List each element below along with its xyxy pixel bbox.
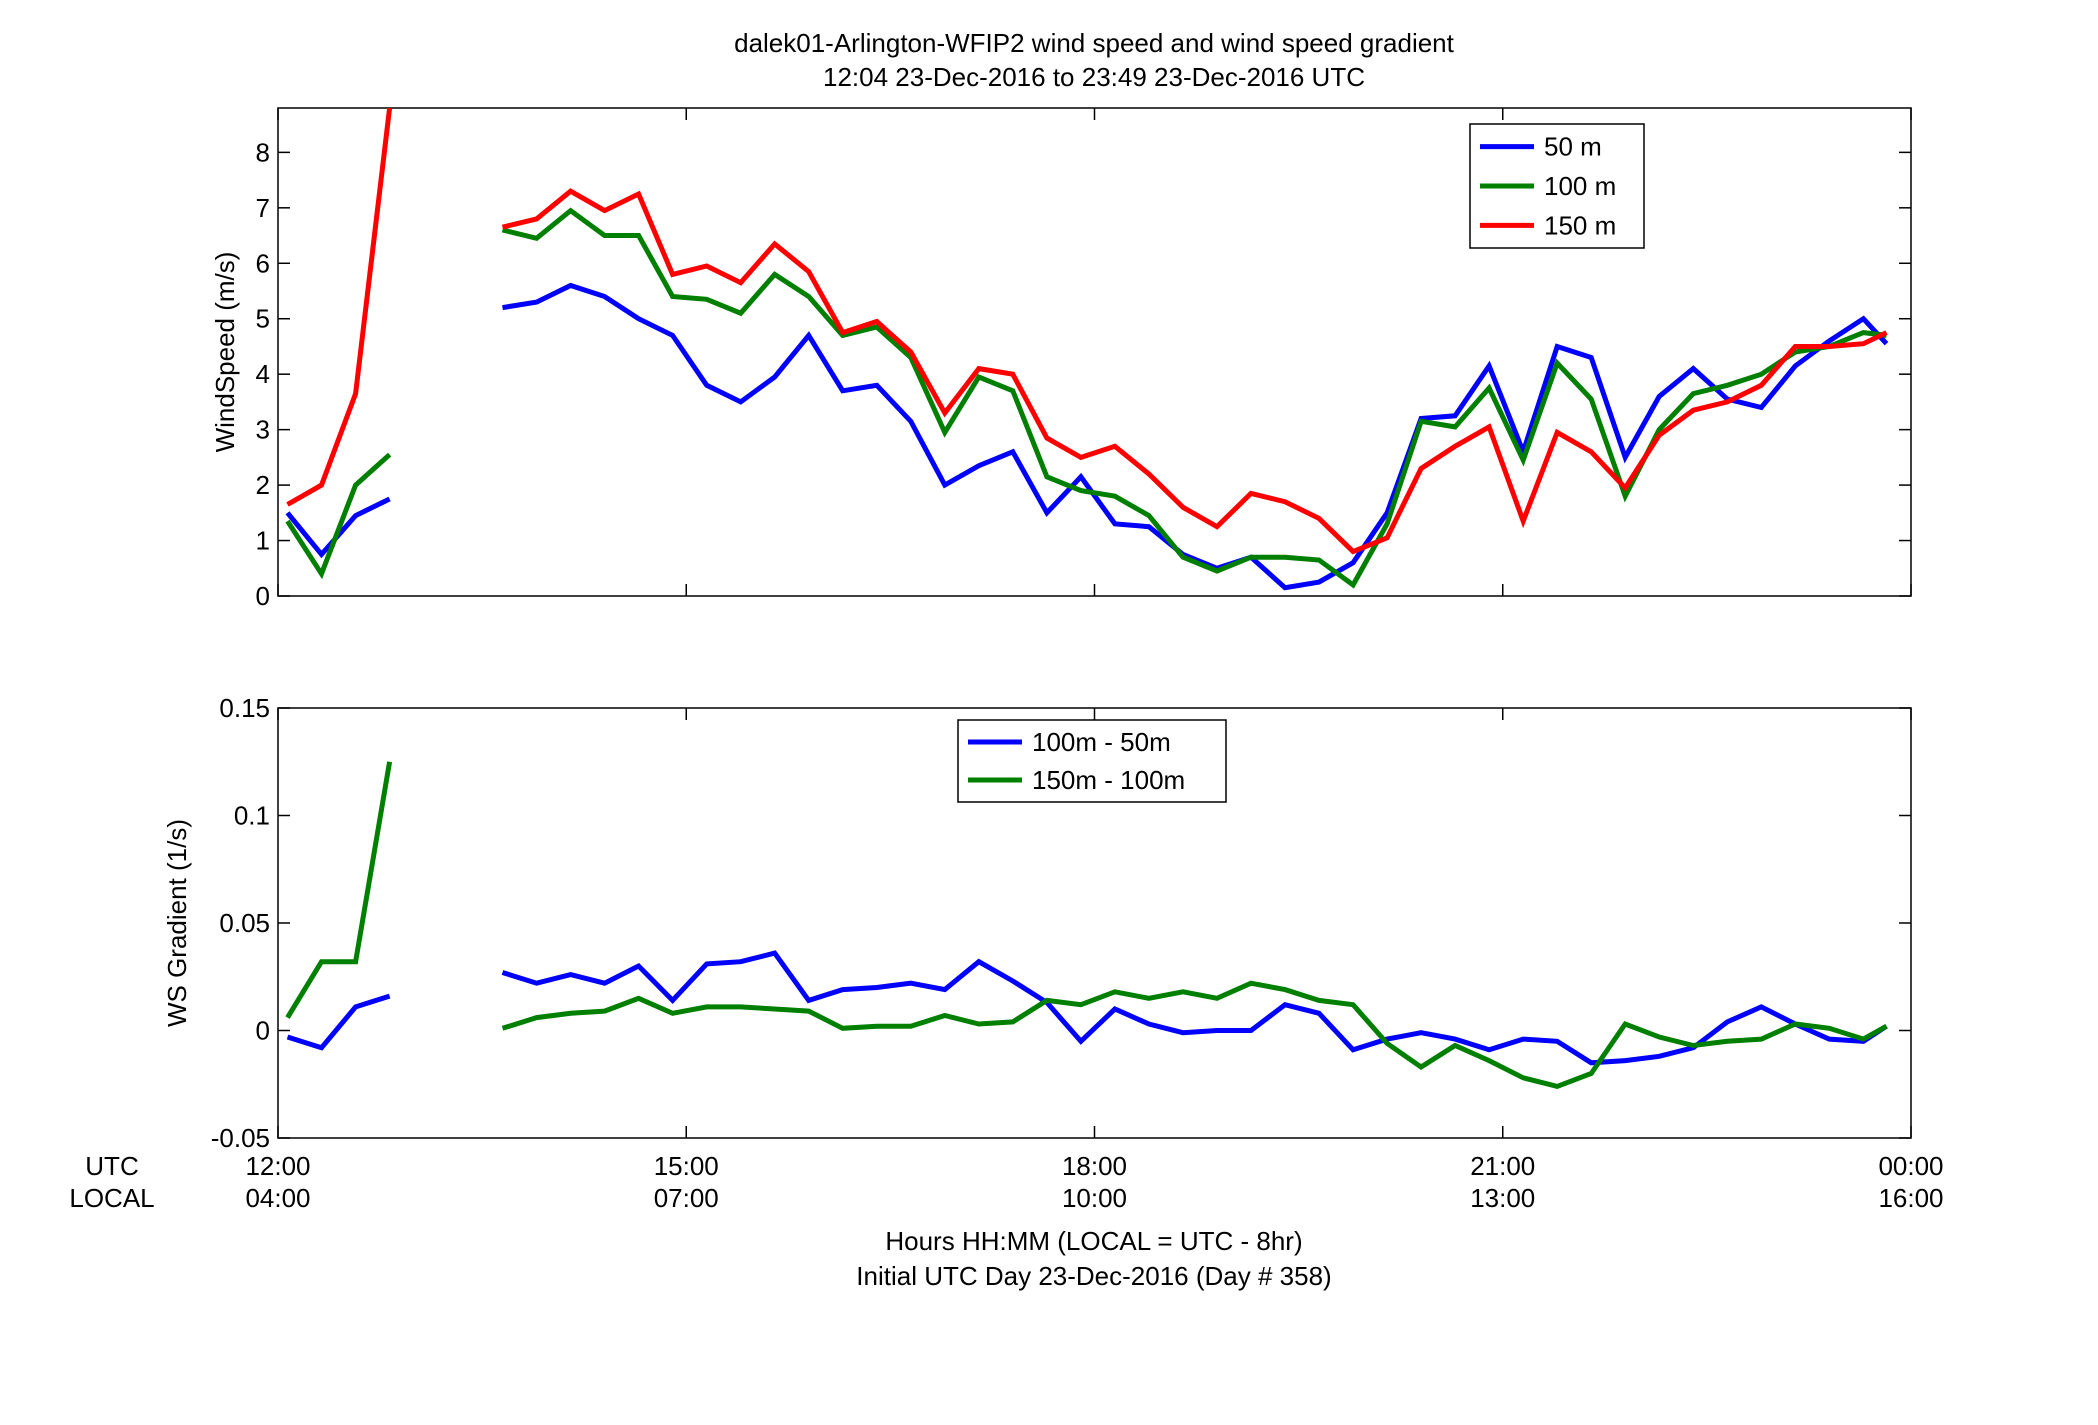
windspeed-y-tick-label: 5 <box>256 304 270 334</box>
windspeed-y-tick-label: 3 <box>256 415 270 445</box>
windspeed-y-tick-label: 8 <box>256 137 270 167</box>
gradient-legend-label-100m-50m: 100m - 50m <box>1032 727 1171 757</box>
figure-title-line1: dalek01-Arlington-WFIP2 wind speed and w… <box>734 28 1455 58</box>
x-axis-title-line1: Hours HH:MM (LOCAL = UTC - 8hr) <box>885 1226 1302 1256</box>
x-tick-label-utc: 12:00 <box>245 1151 310 1181</box>
local-row-label: LOCAL <box>69 1183 154 1213</box>
windspeed-series-150-m-line <box>286 108 1888 555</box>
windspeed-series-50-m-line <box>285 282 1889 591</box>
windspeed-plot: 0 1 2 3 4 5 6 7 8 WindSpeed (m/s) 50 m 100 m 150 m <box>210 107 1912 611</box>
windspeed-y-tick-label: 2 <box>256 470 270 500</box>
gradient-y-tick-label: 0.1 <box>234 801 270 831</box>
windspeed-legend-label-100-m: 100 m <box>1544 171 1616 201</box>
x-tick-label-local: 16:00 <box>1878 1183 1943 1213</box>
x-tick-label-utc: 00:00 <box>1878 1151 1943 1181</box>
gradient-y-tick-label: 0.05 <box>219 908 270 938</box>
windspeed-legend-label-150-m: 150 m <box>1544 210 1616 240</box>
windspeed-y-tick-label: 0 <box>256 581 270 611</box>
x-tick-label-utc: 18:00 <box>1062 1151 1127 1181</box>
windspeed-y-tick-label: 1 <box>256 526 270 556</box>
gradient-legend-box <box>957 719 1227 803</box>
figure-title-line2: 12:04 23-Dec-2016 to 23:49 23-Dec-2016 U… <box>823 62 1365 92</box>
gradient-plot: -0.05 0 0.05 0.1 0.15 WS Gradient (1/s) 100m -… <box>162 693 1912 1153</box>
x-tick-label-local: 10:00 <box>1062 1183 1127 1213</box>
windspeed-legend-label-50-m: 50 m <box>1544 132 1602 162</box>
windspeed-series-100-m-line <box>285 207 1887 589</box>
utc-row-label: UTC <box>85 1151 138 1181</box>
gradient-y-axis-title: WS Gradient (1/s) <box>162 819 192 1027</box>
windspeed-y-axis-title: WindSpeed (m/s) <box>210 252 240 453</box>
gradient-y-tick-label: -0.05 <box>211 1123 270 1153</box>
windspeed-y-tick-label: 4 <box>256 359 270 389</box>
x-tick-label-local: 13:00 <box>1470 1183 1535 1213</box>
gradient-legend: 100m - 50m 150m - 100m <box>957 719 1227 803</box>
gradient-y-tick-label: 0.15 <box>219 693 270 723</box>
gradient-series-100m-50m-line <box>286 950 1888 1066</box>
x-tick-label-utc: 15:00 <box>654 1151 719 1181</box>
gradient-y-tick-label: 0 <box>256 1016 270 1046</box>
windspeed-axes-box <box>277 107 1912 597</box>
x-axis-title-line2: Initial UTC Day 23-Dec-2016 (Day # 358) <box>856 1261 1331 1291</box>
x-tick-label-utc: 21:00 <box>1470 1151 1535 1181</box>
gradient-series-150m-100m-line <box>285 761 1888 1090</box>
windspeed-legend: 50 m 100 m 150 m <box>1469 123 1645 249</box>
gradient-legend-label-150m-100m: 150m - 100m <box>1032 765 1185 795</box>
x-tick-label-local: 07:00 <box>654 1183 719 1213</box>
windspeed-y-tick-label: 6 <box>256 248 270 278</box>
windspeed-y-tick-label: 7 <box>256 193 270 223</box>
x-tick-label-local: 04:00 <box>245 1183 310 1213</box>
